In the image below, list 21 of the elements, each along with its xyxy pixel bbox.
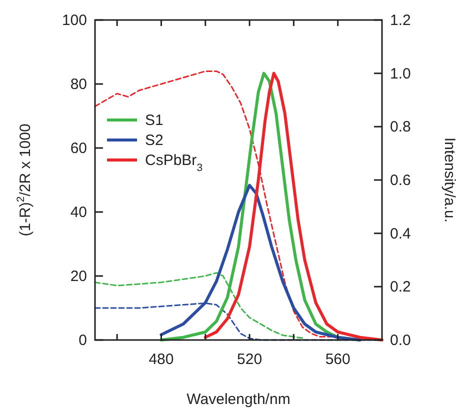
x-axis-title: Wavelength/nm [186,391,290,408]
y-tick-label: 20 [70,268,87,285]
y2-tick-label: 0.4 [390,225,411,242]
y-tick-label: 60 [70,140,87,157]
legend-label: S2 [145,132,164,149]
x-tick-label: 560 [325,351,350,368]
y2-tick-label: 0.0 [390,332,411,349]
y2-tick-label: 0.6 [390,172,411,189]
y2-tick-label: 0.2 [390,278,411,296]
x-tick-label: 480 [148,351,174,368]
y2-tick-label: 1.0 [390,65,411,82]
legend-label: CsPbBr$_{3}$ [145,152,203,174]
y2-tick-label: 0.8 [390,118,411,136]
legend-label: S1 [145,112,164,129]
x-tick-label: 520 [237,351,262,368]
y2-tick-label: 1.2 [390,12,411,29]
y-tick-label: 0 [78,332,87,349]
y-tick-label: 80 [70,76,87,93]
y-tick-label: 40 [70,204,87,221]
y-tick-label: 100 [62,12,87,29]
y2-axis-title: Intensity/a.u. [441,137,458,223]
